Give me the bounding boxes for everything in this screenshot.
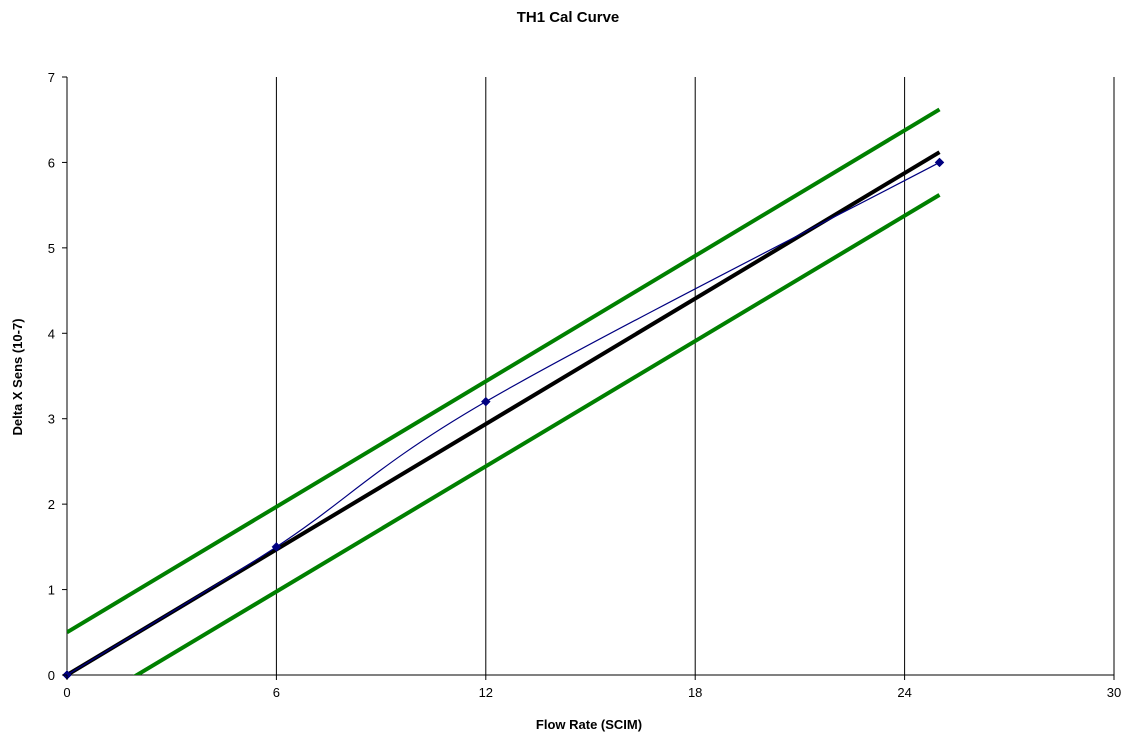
chart-title: TH1 Cal Curve: [517, 9, 620, 26]
series-line-lower-limit: [133, 193, 941, 675]
data-point-1: [271, 542, 282, 552]
x-tick-label-18: 18: [688, 685, 702, 700]
data-point-2: [480, 396, 491, 407]
x-tick-label-0: 0: [63, 685, 70, 700]
y-tick-label-7: 7: [48, 70, 55, 85]
grid-layer: [275, 77, 1115, 675]
series-line-measured: [66, 161, 940, 676]
data-point-3: [934, 157, 945, 168]
x-tick-label-30: 30: [1107, 685, 1121, 700]
series-line-fit: [67, 150, 941, 675]
y-tick-label-0: 0: [48, 668, 55, 683]
x-tick-label-12: 12: [479, 685, 493, 700]
series-layer: [62, 107, 945, 680]
series-line-upper-limit: [67, 107, 941, 635]
y-tick-label-3: 3: [48, 412, 55, 427]
y-tick-label-6: 6: [48, 155, 55, 170]
y-axis-label: Delta X Sens (10-7): [10, 318, 25, 435]
y-tick-label-2: 2: [48, 497, 55, 512]
x-tick-label-6: 6: [273, 685, 280, 700]
x-axis-label: Flow Rate (SCIM): [536, 717, 642, 732]
y-tick-label-1: 1: [48, 583, 55, 598]
x-tick-label-24: 24: [897, 685, 911, 700]
axes-layer: [66, 77, 1114, 676]
y-tick-label-4: 4: [48, 326, 55, 341]
y-tick-label-5: 5: [48, 241, 55, 256]
